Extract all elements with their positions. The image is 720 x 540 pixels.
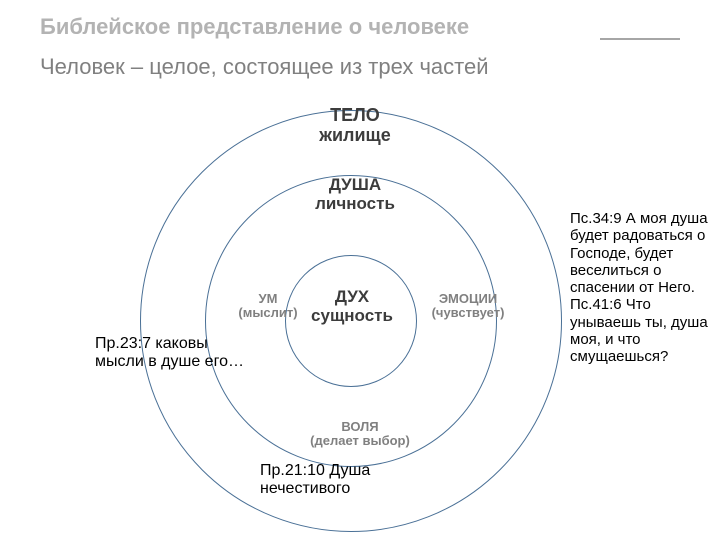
annotation-pr23_7: Пр.23:7 каковы мысли в душе его… xyxy=(95,335,260,372)
subtitle-text: Человек – целое, состоящее из трех часте… xyxy=(40,54,489,79)
ring-label-soul: ДУШАличность xyxy=(310,176,400,213)
slide-title: Библейское представление о человеке xyxy=(40,14,680,40)
annotation-ps_right: Пс.34:9 А моя душа будет радоваться о Го… xyxy=(570,210,720,365)
soul-part-emotions: ЭМОЦИИ(чувствует) xyxy=(418,292,518,321)
soul-part-will-line-1: (делает выбор) xyxy=(310,434,410,448)
soul-part-emotions-line-0: ЭМОЦИИ xyxy=(418,292,518,306)
title-text: Библейское представление о человеке xyxy=(40,14,469,39)
ring-label-spirit-line-0: ДУХ xyxy=(307,288,397,307)
ring-label-spirit: ДУХсущность xyxy=(307,288,397,325)
title-underline xyxy=(600,38,680,40)
soul-part-mind-line-1: (мыслит) xyxy=(218,306,318,320)
soul-part-will-line-0: ВОЛЯ xyxy=(310,420,410,434)
slide-root: Библейское представление о человеке Чело… xyxy=(0,0,720,540)
ring-label-body-line-1: жилище xyxy=(310,126,400,146)
soul-part-mind: УМ(мыслит) xyxy=(218,292,318,321)
ring-label-body-line-0: ТЕЛО xyxy=(310,106,400,126)
soul-part-mind-line-0: УМ xyxy=(218,292,318,306)
ring-label-spirit-line-1: сущность xyxy=(307,307,397,326)
soul-part-will: ВОЛЯ(делает выбор) xyxy=(310,420,410,449)
ring-label-body: ТЕЛОжилище xyxy=(310,106,400,146)
annotation-pr21_10: Пр.21:10 Душа нечестивого xyxy=(260,462,430,499)
slide-subtitle: Человек – целое, состоящее из трех часте… xyxy=(40,54,680,80)
soul-part-emotions-line-1: (чувствует) xyxy=(418,306,518,320)
ring-label-soul-line-1: личность xyxy=(310,195,400,214)
ring-label-soul-line-0: ДУША xyxy=(310,176,400,195)
